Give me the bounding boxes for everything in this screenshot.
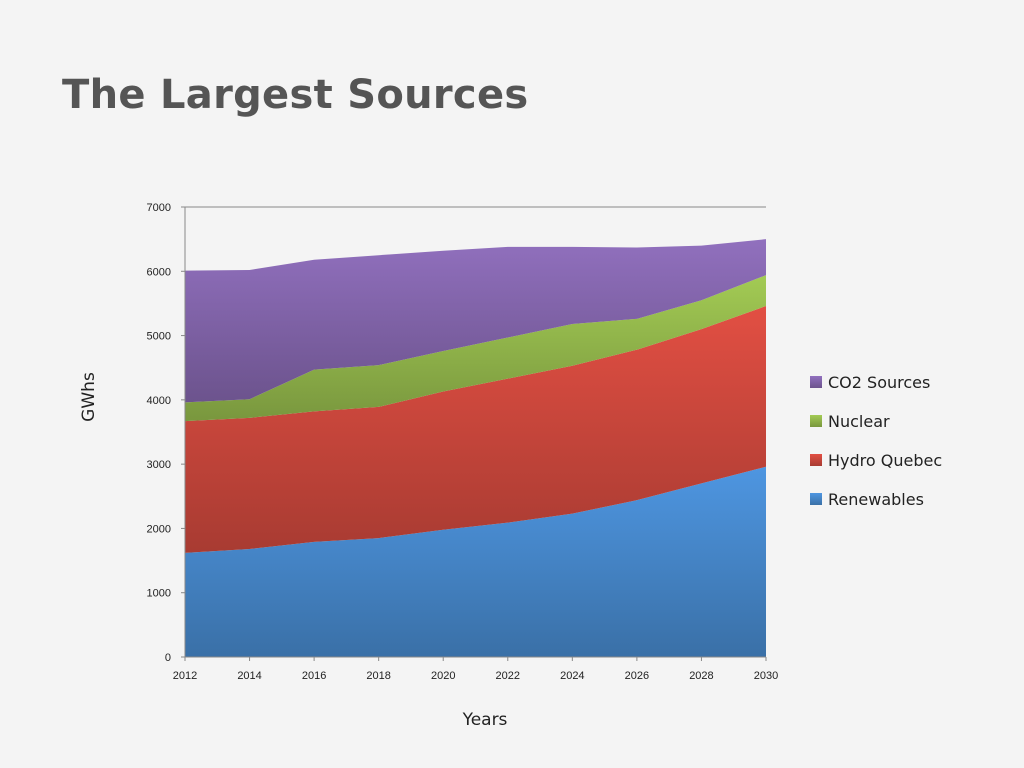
legend-label-nuclear: Nuclear bbox=[828, 412, 890, 431]
y-tick-label: 5000 bbox=[147, 331, 171, 343]
area-renewables bbox=[185, 466, 766, 657]
x-tick-label: 2026 bbox=[625, 670, 649, 682]
x-tick-label: 2016 bbox=[302, 670, 326, 682]
y-tick-label: 0 bbox=[165, 652, 171, 664]
y-tick-label: 6000 bbox=[147, 266, 171, 278]
x-tick-label: 2024 bbox=[560, 670, 584, 682]
legend-label-co2-sources: CO2 Sources bbox=[828, 373, 930, 392]
x-tick-label: 2012 bbox=[173, 670, 197, 682]
y-tick-label: 1000 bbox=[147, 588, 171, 600]
legend-label-hydro-quebec: Hydro Quebec bbox=[828, 451, 942, 470]
x-tick-label: 2018 bbox=[366, 670, 390, 682]
legend: CO2 Sources Nuclear Hydro Quebec Renewables bbox=[810, 373, 942, 509]
legend-swatch-nuclear bbox=[810, 415, 822, 427]
chart-areas bbox=[185, 239, 766, 657]
x-tick-label: 2014 bbox=[237, 670, 261, 682]
y-tick-label: 4000 bbox=[147, 395, 171, 407]
area-nuclear bbox=[185, 275, 766, 422]
y-tick-label: 2000 bbox=[147, 523, 171, 535]
x-tick-label: 2030 bbox=[754, 670, 778, 682]
y-tick-labels: 0 1000 2000 3000 4000 5000 6000 7000 bbox=[147, 202, 171, 664]
area-hydro-quebec bbox=[185, 306, 766, 553]
x-axis-title: Years bbox=[462, 710, 508, 730]
area-co2-sources bbox=[185, 239, 766, 403]
x-tick-label: 2022 bbox=[496, 670, 520, 682]
x-tick-label: 2028 bbox=[689, 670, 713, 682]
x-tick-labels: 2012 2014 2016 2018 2020 2022 2024 2026 2028 2030 bbox=[173, 670, 778, 682]
chart-axes bbox=[181, 206, 767, 661]
y-axis-title: GWhs bbox=[79, 372, 99, 422]
legend-swatch-renewables bbox=[810, 493, 822, 505]
y-tick-label: 3000 bbox=[147, 459, 171, 471]
legend-swatch-co2-sources bbox=[810, 376, 822, 388]
legend-swatch-hydro-quebec bbox=[810, 454, 822, 466]
legend-label-renewables: Renewables bbox=[828, 490, 924, 509]
slide-title: The Largest Sources bbox=[62, 72, 529, 118]
x-tick-label: 2020 bbox=[431, 670, 455, 682]
y-tick-label: 7000 bbox=[147, 202, 171, 214]
